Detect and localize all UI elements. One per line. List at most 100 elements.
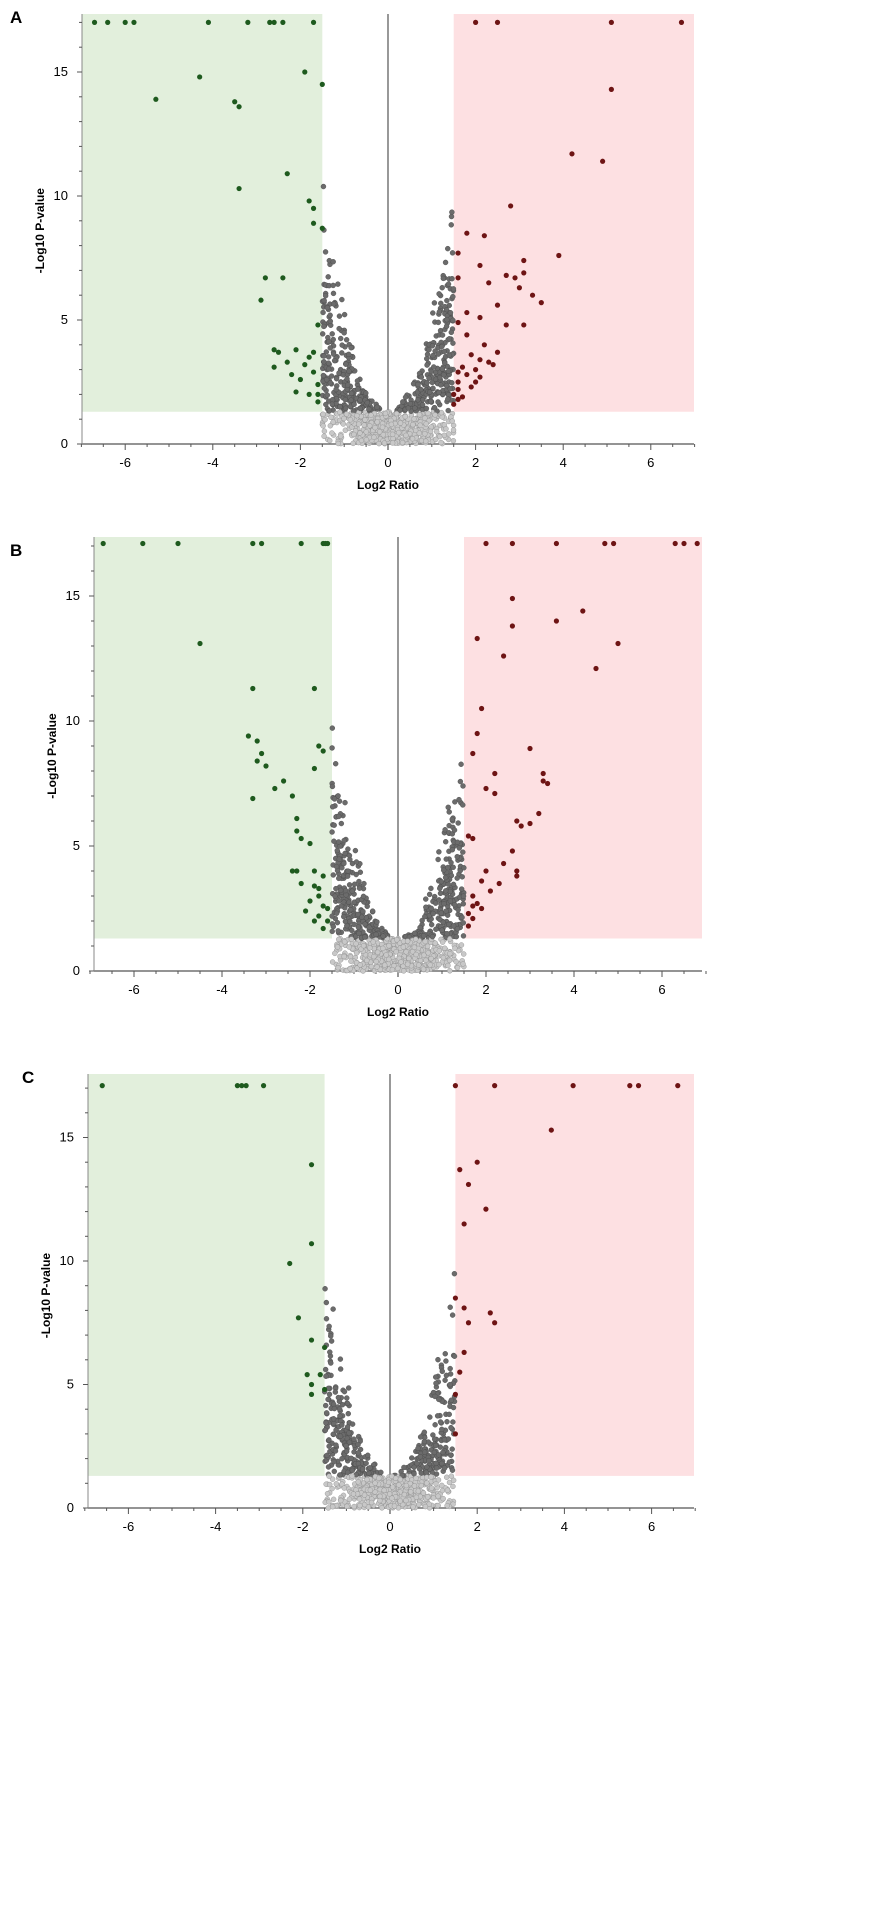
ns-point (449, 847, 456, 853)
ns-point (440, 867, 447, 873)
ns-point (330, 1306, 336, 1312)
up-regulated-point (487, 888, 493, 894)
ns-point (430, 1495, 437, 1501)
ns-point (355, 1479, 361, 1485)
up-region (455, 1074, 694, 1476)
up-regulated-point (509, 623, 515, 629)
panel-letter: B (10, 541, 23, 560)
ns-point (366, 423, 373, 429)
down-regulated-point (310, 369, 317, 375)
ns-point (427, 962, 433, 968)
y-tick-label: 10 (54, 188, 68, 203)
ns-point (447, 1365, 453, 1372)
ns-point (443, 888, 449, 894)
ns-point (389, 1495, 395, 1501)
ns-point (433, 926, 439, 932)
down-regulated-point (322, 540, 328, 547)
ns-point (450, 317, 456, 324)
ns-point (344, 382, 351, 388)
ns-point (439, 1426, 445, 1433)
y-tick-label: 0 (73, 963, 80, 978)
up-regulated-point (514, 818, 520, 824)
ns-point (378, 1469, 384, 1476)
ns-point (413, 936, 419, 942)
ns-point (362, 417, 368, 423)
ns-point (426, 891, 433, 898)
ns-point (346, 351, 352, 358)
ns-point (457, 778, 464, 785)
x-tick-label: -2 (297, 1519, 309, 1534)
down-regulated-point (303, 908, 309, 914)
up-regulated-point (452, 1391, 458, 1397)
ns-point (422, 415, 428, 421)
ns-point (437, 885, 443, 892)
ns-point (409, 1455, 415, 1461)
down-regulated-point (307, 898, 313, 904)
ns-point (416, 430, 422, 436)
ns-point (448, 1397, 455, 1403)
down-regulated-point (258, 297, 264, 303)
up-regulated-point (678, 19, 685, 25)
ns-point (417, 924, 423, 931)
ns-point (367, 945, 373, 951)
ns-point (330, 336, 336, 343)
up-regulated-point (461, 1305, 467, 1311)
up-regulated-point (474, 635, 480, 642)
ns-point (442, 945, 448, 951)
ns-point (389, 431, 396, 438)
up-regulated-point (521, 270, 527, 276)
up-regulated-point (465, 833, 471, 839)
up-regulated-point (492, 770, 498, 777)
ns-point (361, 422, 367, 428)
ns-point (428, 885, 434, 892)
ns-point (351, 881, 358, 887)
ns-point (432, 412, 438, 418)
ns-point (326, 1499, 332, 1505)
up-regulated-point (540, 770, 546, 777)
ns-point (374, 404, 380, 410)
ns-point (444, 297, 450, 304)
ns-point (439, 1487, 446, 1494)
ns-point (346, 882, 353, 888)
ns-point (436, 849, 442, 855)
ns-point (366, 924, 372, 930)
ns-point (332, 893, 338, 899)
ns-point (460, 920, 467, 926)
ns-point (426, 346, 432, 353)
down-regulated-point (325, 905, 331, 912)
down-regulated-point (140, 540, 146, 547)
down-regulated-point (322, 1344, 328, 1351)
down-regulated-point (293, 389, 299, 395)
ns-point (435, 1477, 442, 1483)
ns-point (429, 933, 436, 940)
ns-point (436, 309, 443, 315)
ns-point (441, 1465, 448, 1471)
x-tick-label: 6 (648, 1519, 655, 1534)
down-regulated-point (289, 371, 295, 378)
ns-point (444, 317, 450, 323)
ns-point (410, 421, 416, 428)
ns-point (343, 411, 350, 417)
ns-point (323, 349, 330, 355)
ns-point (323, 1316, 330, 1322)
ns-point (449, 380, 455, 386)
ns-point (325, 366, 332, 372)
up-region (464, 537, 702, 939)
ns-point (411, 944, 418, 950)
ns-point (349, 927, 355, 934)
ns-point (432, 900, 439, 906)
ns-point (326, 1473, 332, 1479)
ns-point (371, 434, 377, 440)
y-tick-label: 0 (61, 436, 68, 451)
ns-point (349, 1467, 356, 1474)
ns-point (361, 880, 367, 887)
ns-point (444, 931, 450, 937)
up-regulated-point (672, 540, 678, 547)
ns-point (356, 885, 363, 891)
ns-point (418, 386, 424, 393)
ns-point (323, 1373, 329, 1379)
ns-point (335, 839, 342, 845)
ns-point (415, 1488, 422, 1494)
up-regulated-point (675, 1083, 681, 1089)
up-regulated-point (611, 540, 617, 547)
